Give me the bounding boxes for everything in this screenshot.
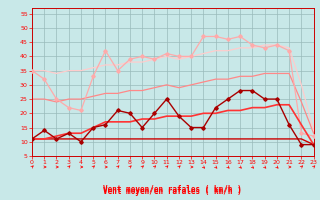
X-axis label: Vent moyen/en rafales ( km/h ): Vent moyen/en rafales ( km/h ) <box>103 185 242 194</box>
Text: Vent moyen/en rafales ( km/h ): Vent moyen/en rafales ( km/h ) <box>103 187 242 196</box>
